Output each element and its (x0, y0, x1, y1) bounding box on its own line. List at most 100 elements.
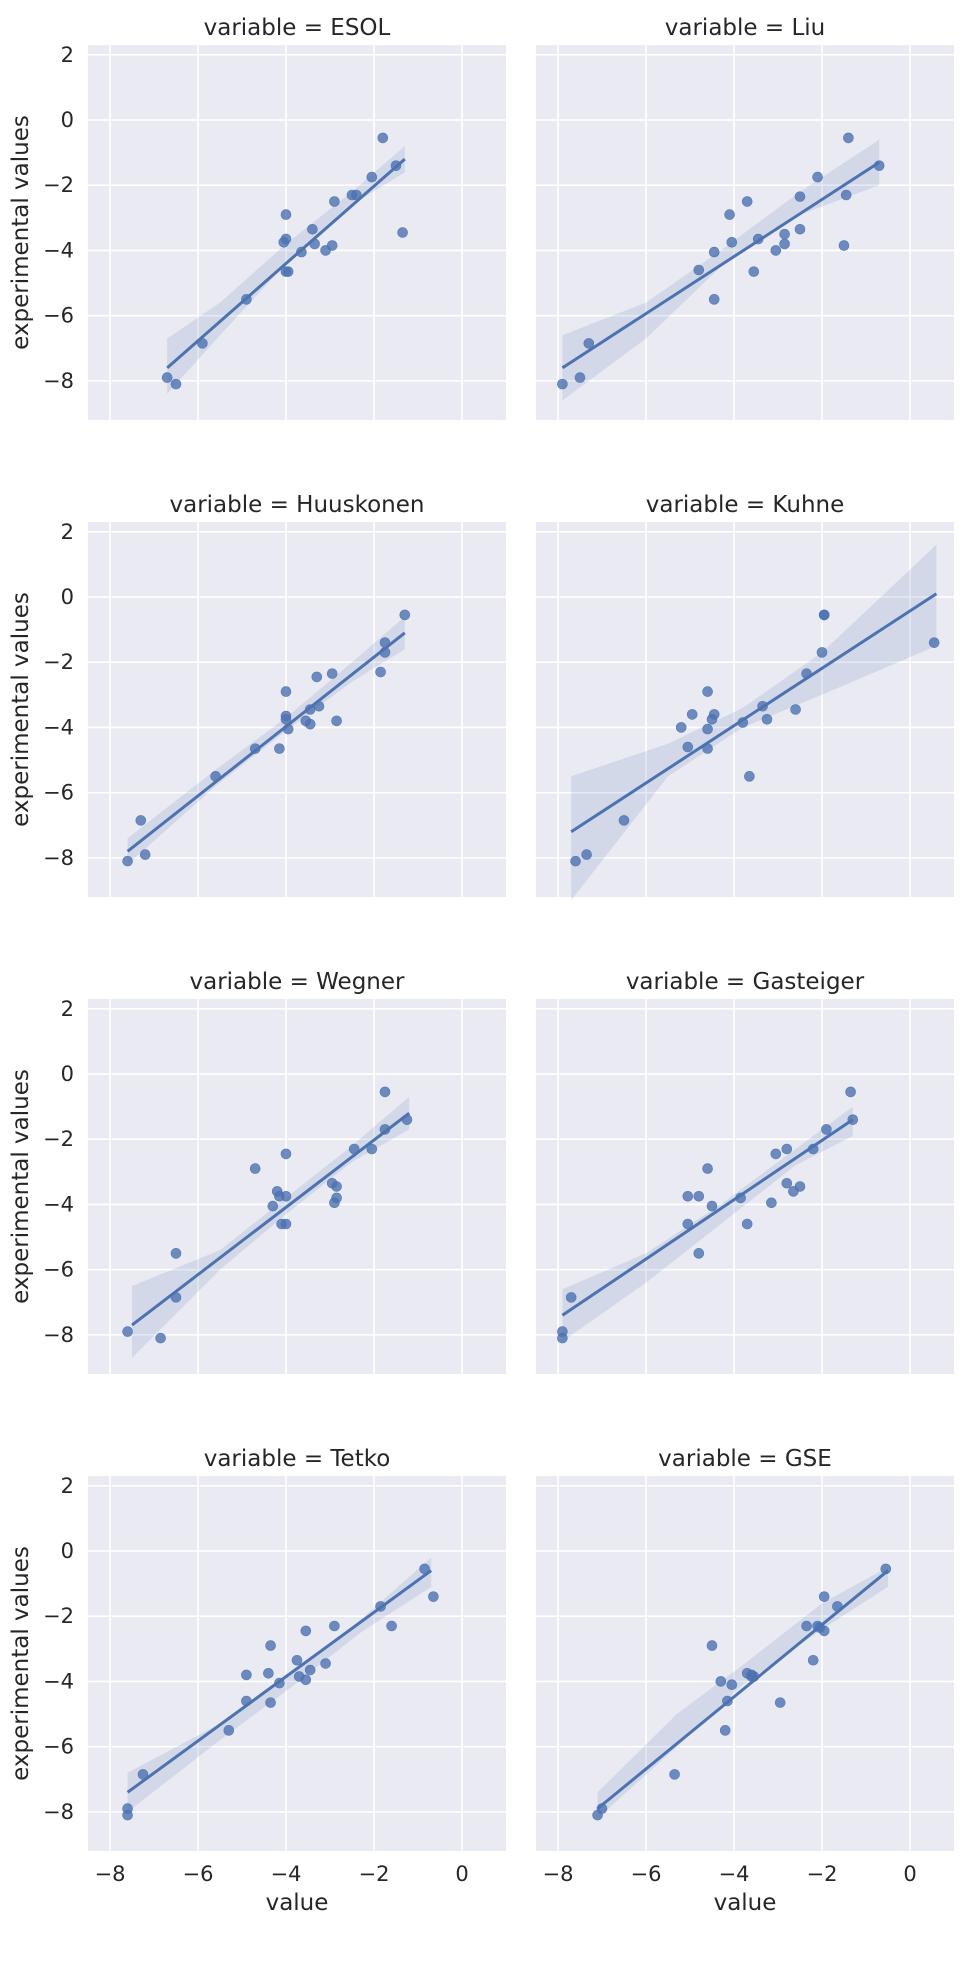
data-point (331, 1181, 342, 1192)
y-tick-label: −8 (43, 846, 74, 870)
data-point (280, 209, 292, 220)
data-point (386, 1620, 397, 1632)
y-axis-label: experimental values (8, 1546, 34, 1781)
data-point (574, 372, 586, 383)
y-tick-label: 0 (61, 108, 74, 132)
data-point (724, 209, 735, 220)
data-point (847, 1114, 859, 1125)
data-point (794, 1181, 806, 1192)
data-point (331, 1192, 342, 1204)
data-point (686, 709, 698, 720)
data-point (197, 338, 208, 349)
data-point (274, 743, 285, 754)
facet-panel: variable = Kuhne (536, 492, 954, 901)
data-point (880, 1563, 892, 1575)
data-point (331, 715, 342, 727)
data-point (752, 233, 764, 245)
facet-background (536, 522, 954, 897)
data-point (377, 132, 389, 144)
data-point (161, 372, 173, 383)
y-tick-label: −2 (43, 173, 74, 197)
y-tick-label: −8 (43, 369, 74, 393)
data-point (280, 1190, 292, 1202)
data-point (249, 1163, 261, 1174)
x-axis-label: value (266, 1890, 329, 1916)
x-tick-label: −2 (359, 1862, 390, 1886)
data-point (280, 1148, 292, 1160)
data-point (241, 1669, 252, 1681)
data-point (296, 246, 307, 258)
confidence-band (562, 1106, 853, 1342)
data-point (669, 1769, 680, 1780)
data-point (401, 1114, 413, 1125)
confidence-band (571, 544, 937, 901)
data-point (375, 666, 386, 678)
x-tick-label: −4 (719, 1862, 750, 1886)
data-point (267, 1200, 279, 1212)
data-point (366, 1143, 378, 1155)
y-tick-label: −6 (43, 1258, 74, 1282)
data-point (379, 1086, 391, 1098)
data-point (779, 238, 790, 250)
data-point (329, 196, 340, 207)
data-point (170, 1292, 182, 1303)
y-tick-label: −6 (43, 1735, 74, 1759)
y-tick-label: −4 (43, 715, 74, 739)
data-point (282, 723, 294, 735)
data-point (812, 171, 823, 183)
data-point (122, 855, 133, 867)
data-point (596, 1803, 608, 1814)
y-tick-label: −6 (43, 304, 74, 328)
data-point (139, 849, 151, 860)
data-point (708, 294, 720, 305)
data-point (781, 1177, 793, 1189)
data-point (348, 1143, 360, 1155)
data-point (329, 1620, 340, 1632)
y-tick-label: 0 (61, 585, 74, 609)
confidence-band (562, 139, 880, 401)
data-point (618, 815, 630, 826)
facet-title: variable = Liu (665, 15, 825, 41)
data-point (821, 1124, 832, 1135)
data-point (375, 1601, 386, 1612)
data-point (280, 710, 292, 722)
regression-line (561, 1118, 854, 1317)
data-point (170, 378, 182, 390)
data-point (832, 1601, 843, 1612)
data-point (843, 132, 854, 144)
data-point (702, 1163, 713, 1174)
data-point (570, 855, 581, 867)
data-point (280, 1218, 292, 1230)
facet-title: variable = Gasteiger (626, 969, 865, 995)
facet-panel: variable = Tetko 2 0 −2 −4 −6 −8 experimental v… (8, 1446, 506, 1916)
data-point (366, 171, 378, 183)
data-point (706, 1640, 718, 1651)
data-point (682, 1218, 694, 1230)
data-point (326, 240, 338, 251)
y-tick-label: −2 (43, 1127, 74, 1151)
data-point (873, 160, 885, 171)
data-point (761, 713, 773, 725)
data-point (379, 647, 391, 658)
x-tick-label: 0 (903, 1862, 916, 1886)
data-point (722, 1695, 733, 1707)
data-point (675, 722, 687, 733)
confidence-band (167, 146, 405, 394)
y-tick-label: 2 (61, 520, 74, 544)
data-point (737, 717, 749, 728)
x-tick-label: −8 (95, 1862, 126, 1886)
x-tick-label: −4 (271, 1862, 302, 1886)
facet-title: variable = ESOL (204, 15, 391, 41)
data-point (816, 647, 828, 658)
y-tick-label: −4 (43, 1669, 74, 1693)
regression-line (561, 161, 881, 370)
data-point (794, 191, 806, 202)
regression-line (166, 158, 406, 369)
facet-title: variable = Kuhne (646, 492, 845, 518)
data-point (693, 1248, 705, 1259)
data-point (726, 1679, 738, 1690)
facet-panel: variable = Huuskonen 2 0 −2 −4 −6 −8 experiment… (8, 492, 506, 897)
data-point (693, 264, 705, 276)
facet-background (536, 1476, 954, 1851)
data-point (928, 637, 940, 648)
